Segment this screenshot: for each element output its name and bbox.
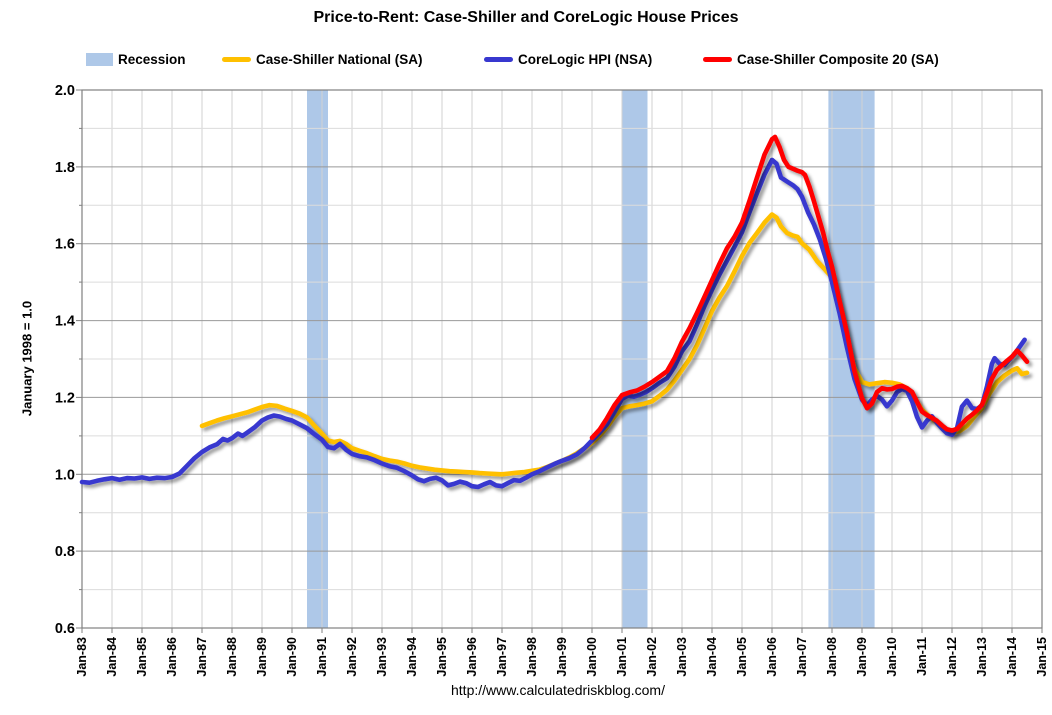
y-tick-label: 1.8 [55,160,75,176]
legend-item-cs-composite20: Case-Shiller Composite 20 (SA) [703,49,939,69]
legend-label: Case-Shiller Composite 20 (SA) [737,51,939,67]
x-tick-label: Jan-15 [1035,637,1049,677]
x-tick-label: Jan-00 [585,637,599,677]
chart-title: Price-to-Rent: Case-Shiller and CoreLogi… [313,9,739,26]
legend-item-cs-national: Case-Shiller National (SA) [222,49,423,69]
legend-item-recession: Recession [86,49,186,69]
legend-label: CoreLogic HPI (NSA) [518,51,653,67]
source-url: http://www.calculatedriskblog.com/ [451,682,665,698]
x-tick-label: Jan-06 [765,637,779,677]
x-tick-label: Jan-84 [105,637,119,677]
x-tick-label: Jan-12 [945,637,959,677]
y-tick-label: 1.6 [55,237,75,253]
x-tick-label: Jan-95 [435,637,449,677]
x-tick-label: Jan-85 [135,637,149,677]
series-line-case-shiller-national-sa- [199,212,1030,477]
x-tick-label: Jan-04 [705,637,719,677]
series-line-case-shiller-composite-20-sa- [589,134,1030,441]
x-tick-label: Jan-08 [825,637,839,677]
x-tick-label: Jan-92 [345,637,359,677]
legend-label: Recession [118,51,186,67]
x-tick-label: Jan-93 [375,637,389,677]
x-tick-label: Jan-97 [495,637,509,677]
y-tick-label: 0.8 [55,544,75,560]
x-tick-label: Jan-88 [225,637,239,677]
series-line-corelogic-hpi-nsa- [79,157,1027,490]
y-tick-label: 2.0 [55,83,75,99]
x-tick-label: Jan-83 [75,637,89,677]
corelogic-line-swatch [484,56,513,62]
legend-item-corelogic: CoreLogic HPI (NSA) [484,49,652,69]
x-tick-label: Jan-09 [855,637,869,677]
x-tick-label: Jan-98 [525,637,539,677]
x-tick-label: Jan-02 [645,637,659,677]
x-tick-label: Jan-07 [795,637,809,677]
x-tick-label: Jan-90 [285,637,299,677]
cs-composite20-line-swatch [703,56,732,62]
x-tick-label: Jan-89 [255,637,269,677]
x-tick-label: Jan-87 [195,637,209,677]
x-tick-label: Jan-10 [885,637,899,677]
legend-label: Case-Shiller National (SA) [256,51,423,67]
x-tick-label: Jan-11 [915,637,929,676]
y-tick-label: 0.6 [55,621,75,637]
x-tick-label: Jan-05 [735,637,749,677]
x-tick-label: Jan-01 [615,637,629,677]
cs-national-line-swatch [222,56,251,62]
x-tick-label: Jan-96 [465,637,479,677]
y-tick-label: 1.2 [55,390,75,406]
x-tick-label: Jan-91 [315,637,329,677]
x-tick-label: Jan-99 [555,637,569,677]
recession-swatch [86,52,113,66]
x-tick-label: Jan-86 [165,637,179,677]
x-tick-label: Jan-03 [675,637,689,677]
x-tick-label: Jan-13 [975,637,989,677]
y-tick-label: 1.4 [55,314,75,330]
y-tick-label: 1.0 [55,467,75,483]
x-tick-label: Jan-94 [405,637,419,677]
x-tick-label: Jan-14 [1005,637,1019,677]
